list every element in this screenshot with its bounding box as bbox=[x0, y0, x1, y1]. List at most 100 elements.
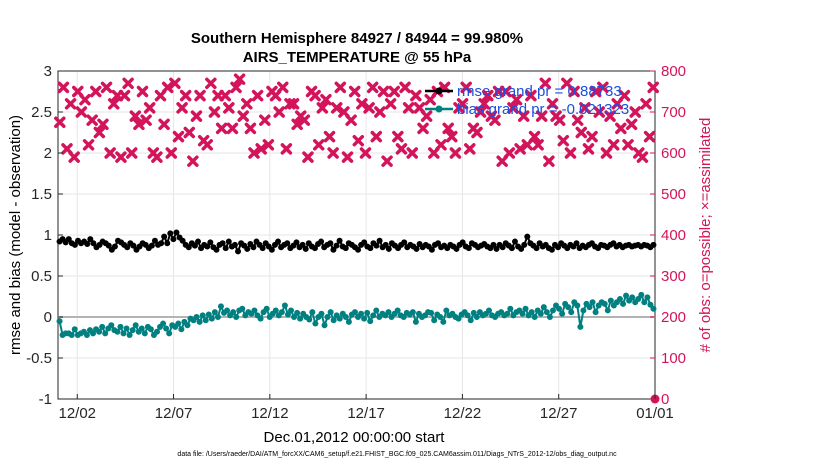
data-point-cross bbox=[474, 106, 487, 118]
data-point bbox=[616, 295, 623, 302]
data-point-cross bbox=[607, 139, 620, 151]
data-point-cross bbox=[532, 139, 544, 151]
data-point bbox=[543, 309, 550, 316]
data-point-cross bbox=[259, 114, 271, 126]
data-point bbox=[281, 302, 288, 309]
legend: rmse grand pr = 0.88733 bias grand pr = … bbox=[425, 83, 629, 118]
data-point bbox=[364, 309, 371, 316]
y-left-tick-label: 2.5 bbox=[31, 104, 52, 121]
data-point-cross bbox=[122, 77, 134, 90]
data-point bbox=[105, 242, 112, 249]
x-tick-label: 12/17 bbox=[347, 405, 385, 422]
data-point-cross bbox=[54, 116, 66, 128]
data-point bbox=[84, 241, 91, 248]
data-point bbox=[259, 245, 266, 252]
data-point-cross bbox=[100, 81, 113, 94]
data-point-cross bbox=[446, 130, 458, 143]
y-right-tick-label: 500 bbox=[661, 186, 686, 203]
data-point-cross bbox=[564, 147, 577, 159]
data-point-cross bbox=[363, 102, 375, 114]
data-point bbox=[592, 309, 599, 316]
data-point-cross bbox=[406, 147, 418, 159]
data-point-cross bbox=[366, 81, 379, 94]
data-point bbox=[167, 230, 174, 237]
data-point bbox=[464, 312, 471, 319]
data-point bbox=[459, 239, 466, 246]
data-point-cross bbox=[125, 147, 138, 159]
data-point-cross bbox=[640, 98, 652, 110]
data-point bbox=[336, 315, 343, 322]
data-point bbox=[533, 245, 540, 252]
data-point-cross bbox=[93, 126, 106, 139]
data-point-cross bbox=[179, 89, 192, 102]
data-point bbox=[217, 303, 224, 310]
legend-bias-text: bias grand pr = -0.021323 bbox=[457, 101, 629, 118]
data-point-cross bbox=[543, 155, 555, 167]
data-point bbox=[202, 317, 209, 324]
data-point bbox=[166, 330, 173, 337]
data-point-cross bbox=[57, 81, 70, 94]
data-point-cross bbox=[176, 102, 188, 114]
data-point bbox=[272, 307, 279, 314]
data-point bbox=[601, 300, 608, 307]
data-point-cross bbox=[420, 110, 433, 122]
data-point-cross bbox=[356, 98, 368, 110]
data-point-cross bbox=[392, 130, 404, 143]
data-point-cross bbox=[169, 77, 181, 90]
data-point bbox=[522, 305, 529, 312]
axis-ticks: 12/02 12/07 12/12 12/17 12/22 12/27 01/01 -1 -0.… bbox=[26, 63, 686, 422]
data-point-cross bbox=[298, 114, 311, 126]
legend-rmse-marker bbox=[435, 87, 443, 95]
data-point-cross bbox=[104, 147, 116, 159]
data-point bbox=[559, 310, 566, 317]
y-right-tick-label: 100 bbox=[661, 350, 686, 367]
data-point bbox=[293, 239, 300, 246]
data-point-cross bbox=[226, 122, 239, 135]
data-point-cross bbox=[539, 77, 552, 90]
data-point bbox=[440, 318, 447, 325]
data-point-cross bbox=[643, 130, 656, 143]
data-point bbox=[412, 318, 419, 325]
data-point bbox=[435, 240, 442, 247]
series-rmse bbox=[56, 229, 657, 255]
data-point-cross bbox=[402, 102, 415, 114]
data-point bbox=[549, 307, 556, 314]
data-point bbox=[409, 309, 416, 316]
x-tick-label: 12/02 bbox=[58, 405, 96, 422]
data-point-cross bbox=[86, 114, 98, 126]
data-point bbox=[327, 309, 334, 316]
data-point bbox=[650, 305, 657, 312]
data-point-cross bbox=[320, 93, 332, 106]
data-point-cross bbox=[478, 98, 490, 110]
data-point-cross bbox=[586, 130, 598, 143]
data-point-cross bbox=[287, 98, 300, 110]
data-point bbox=[373, 242, 380, 249]
data-point-cross bbox=[374, 106, 386, 118]
data-point bbox=[294, 309, 301, 316]
data-point bbox=[312, 320, 319, 327]
data-point-cross bbox=[90, 85, 102, 98]
data-point-cross bbox=[464, 143, 476, 155]
y-left-tick-label: 3 bbox=[44, 63, 52, 80]
data-point-cross bbox=[593, 106, 606, 118]
data-point-cross bbox=[525, 89, 537, 102]
data-point-cross bbox=[456, 98, 469, 110]
data-point-cross bbox=[625, 118, 638, 131]
data-point-cross bbox=[568, 85, 580, 98]
data-point-cross bbox=[489, 114, 501, 126]
data-point bbox=[214, 314, 221, 320]
data-point-cross bbox=[370, 130, 383, 143]
data-point bbox=[56, 318, 63, 325]
series-assimilated bbox=[54, 73, 659, 167]
data-point bbox=[345, 318, 352, 325]
data-point-cross bbox=[302, 151, 314, 163]
data-point bbox=[358, 310, 365, 317]
data-point bbox=[473, 314, 480, 320]
data-point bbox=[219, 240, 226, 247]
data-point-cross bbox=[388, 85, 401, 98]
data-point-cross bbox=[223, 102, 235, 114]
data-point bbox=[428, 309, 435, 316]
data-point bbox=[437, 314, 444, 320]
data-point bbox=[327, 240, 334, 247]
